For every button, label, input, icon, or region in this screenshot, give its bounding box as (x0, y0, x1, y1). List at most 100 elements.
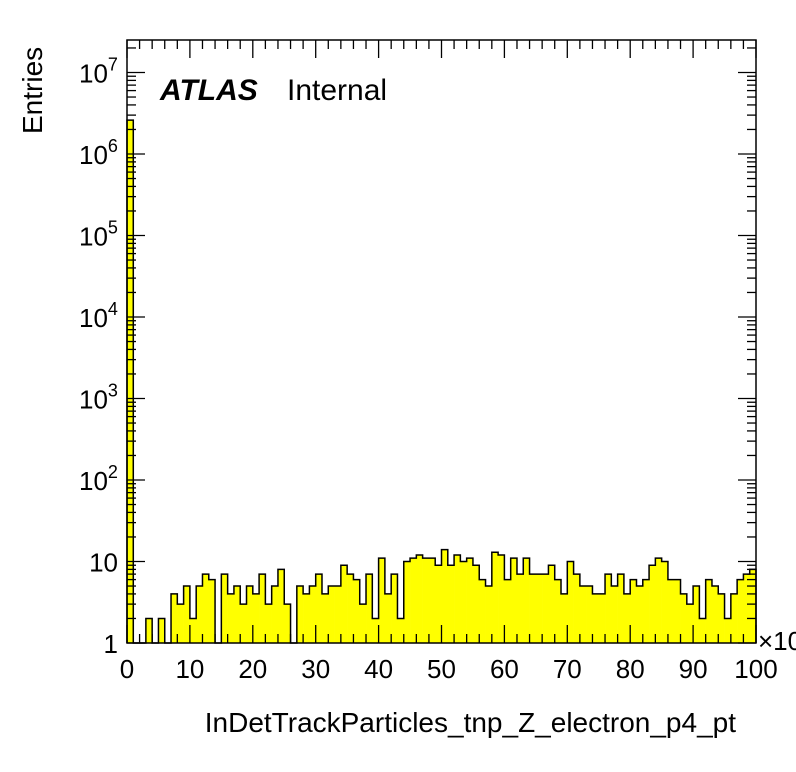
histogram-bin (321, 593, 329, 643)
y-tick-label: 102 (79, 462, 118, 496)
histogram-bin (454, 555, 461, 643)
histogram-bin (567, 561, 574, 643)
histogram-outline (126, 119, 757, 644)
histogram-bin (202, 574, 210, 643)
histogram-bin (472, 565, 480, 643)
histogram-bin (303, 593, 310, 643)
histogram-bin (611, 586, 618, 643)
internal-label: Internal (287, 74, 387, 107)
histogram-bin (598, 593, 606, 643)
histogram-bin (516, 574, 524, 643)
histogram-bin (221, 574, 228, 643)
histogram-bars (127, 120, 757, 643)
histogram-bin (158, 618, 166, 643)
histogram-bin (649, 565, 656, 643)
histogram-bin (145, 618, 153, 643)
x-tick-label: 10 (175, 654, 204, 684)
histogram-bin (466, 558, 474, 643)
histogram-bin (252, 593, 260, 643)
histogram-bin (718, 593, 725, 643)
histogram-bin (680, 593, 688, 643)
histogram-bin (378, 558, 386, 643)
histogram-bin (743, 574, 751, 643)
histogram-bin (630, 579, 637, 643)
histogram-bin (699, 618, 706, 643)
histogram-bin (504, 579, 511, 643)
histogram-bin (340, 565, 348, 643)
histogram-bin (334, 586, 342, 643)
histogram-bin (227, 593, 235, 643)
histogram-bin (403, 561, 411, 643)
x-tick-label: 40 (364, 654, 393, 684)
histogram-bin (428, 558, 436, 643)
histogram-bin (510, 558, 518, 643)
histogram-bin (208, 579, 216, 643)
histogram-bin (498, 555, 505, 643)
histogram-bin (661, 561, 669, 643)
histogram-bin (636, 586, 644, 643)
histogram-bin (177, 604, 184, 643)
histogram-bin (196, 586, 203, 643)
histogram-bin (397, 618, 405, 643)
y-axis-title: Entries (17, 47, 48, 134)
x-tick-label: 100 (734, 654, 777, 684)
histogram-bin (554, 579, 562, 643)
x-tick-label: 90 (679, 654, 708, 684)
histogram-bin (183, 586, 191, 643)
histogram-bin (617, 574, 625, 643)
histogram-bin (479, 579, 486, 643)
histogram-bin (642, 579, 650, 643)
histogram-bin (422, 558, 430, 643)
y-tick-label: 103 (79, 381, 118, 415)
histogram-bin (347, 574, 354, 643)
y-tick-label: 106 (79, 136, 118, 170)
histogram-bin (265, 604, 272, 643)
y-tick-label: 107 (79, 55, 118, 89)
histogram-bin (573, 574, 581, 643)
histogram-bin (277, 569, 285, 643)
x-tick-label: 60 (490, 654, 519, 684)
histogram-bin (246, 586, 254, 643)
x-tick-label: 80 (616, 654, 645, 684)
axis-ticks (126, 40, 757, 644)
histogram-bin (328, 586, 335, 643)
histogram-bin (353, 579, 361, 643)
histogram-bin (372, 618, 379, 643)
histogram-bin (730, 593, 738, 643)
histogram-bin (586, 586, 593, 643)
histogram-bin (485, 586, 493, 643)
x-tick-label: 0 (120, 654, 134, 684)
histogram-bin (416, 555, 423, 643)
histogram-bin (384, 593, 392, 643)
histogram-bin (674, 579, 681, 643)
y-tick-label: 1 (104, 629, 118, 659)
histogram-bin (271, 586, 279, 643)
histogram-bin (542, 574, 549, 643)
histogram-bin (491, 552, 499, 643)
y-tick-labels: 1 10 102 103 104 105 106 107 (79, 55, 118, 660)
histogram-bin (523, 558, 530, 643)
histogram-bin (623, 593, 631, 643)
y-tick-label: 104 (79, 299, 118, 333)
histogram-bin (315, 574, 323, 643)
x-tick-labels: 0 10 20 30 40 50 60 70 80 90 100 (120, 654, 778, 684)
histogram-bin (561, 593, 568, 643)
histogram-bin (233, 586, 241, 643)
y-tick-label: 10 (89, 548, 118, 578)
histogram-bin (749, 569, 757, 643)
histogram-bin (655, 558, 662, 643)
histogram-bin (240, 604, 247, 643)
histogram-bin (410, 558, 417, 643)
histogram-bin (460, 561, 467, 643)
x-tick-label: 70 (553, 654, 582, 684)
histogram-bin (435, 565, 442, 643)
histogram-bin (309, 586, 316, 643)
histogram-bin (366, 574, 373, 643)
histogram-bin (171, 593, 178, 643)
y-tick-label: 105 (79, 218, 118, 252)
histogram-bin (724, 618, 732, 643)
histogram-bin (711, 586, 719, 643)
histogram-bin (259, 574, 266, 643)
histogram-bin (693, 586, 700, 643)
